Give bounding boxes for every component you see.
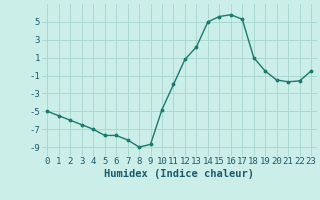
X-axis label: Humidex (Indice chaleur): Humidex (Indice chaleur) [104,169,254,179]
